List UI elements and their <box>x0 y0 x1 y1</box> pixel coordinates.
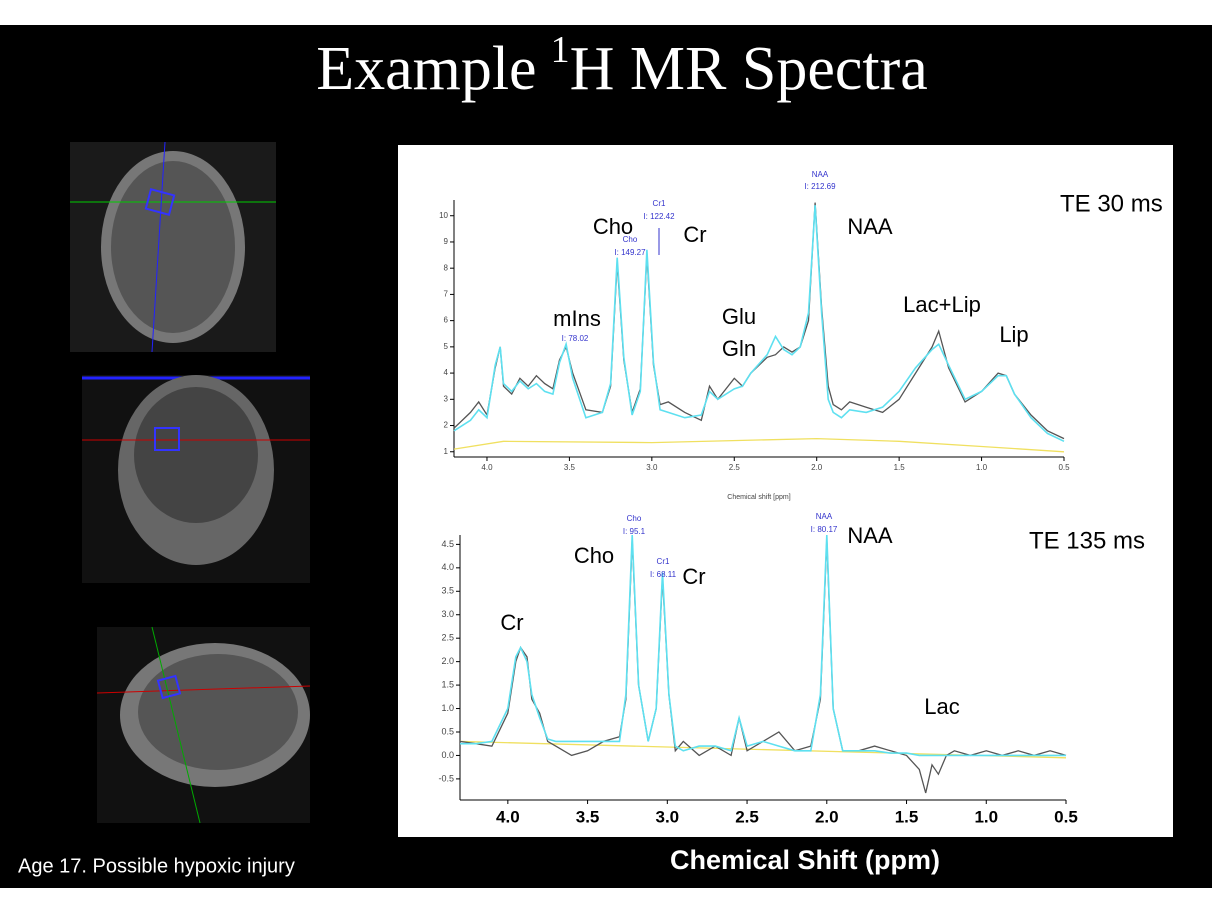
y-tick-label: 0.0 <box>441 750 454 760</box>
mri-axial <box>70 141 276 353</box>
peak-label: Cr1 <box>657 557 670 566</box>
peak-annotation: Cho <box>593 214 633 239</box>
peak-label: Cho <box>627 514 642 523</box>
y-tick-label: 1 <box>444 447 449 456</box>
peak-annotation: Lac+Lip <box>903 292 981 317</box>
peak-label: I: 149.27 <box>614 248 646 257</box>
x-axis-label: Chemical shift [ppm] <box>727 494 790 501</box>
peak-label: NAA <box>812 170 829 179</box>
peak-annotation: TE 30 ms <box>1060 190 1163 217</box>
peak-label: I: 78.02 <box>562 334 589 343</box>
peak-label: NAA <box>816 512 833 521</box>
peak-annotation: TE 135 ms <box>1029 527 1145 554</box>
x-tick-label: 1.0 <box>976 463 988 472</box>
x-tick-label: 2.5 <box>729 463 741 472</box>
y-tick-label: 4 <box>444 368 449 377</box>
y-tick-label: 2 <box>444 421 449 430</box>
x-tick-label: 0.5 <box>1058 463 1070 472</box>
peak-annotation: NAA <box>847 523 893 548</box>
mri-coronal <box>82 375 310 583</box>
y-tick-label: 2.5 <box>441 633 454 643</box>
x-tick-label: 3.5 <box>576 807 600 826</box>
y-tick-label: 3 <box>444 394 449 403</box>
x-tick-label: 3.5 <box>564 463 576 472</box>
spectrum-line <box>460 534 1066 757</box>
slide-title: Example 1H MR Spectra <box>316 29 928 104</box>
y-tick-label: 8 <box>444 263 449 272</box>
x-tick-label: 1.5 <box>894 463 906 472</box>
y-tick-label: 4.0 <box>441 562 454 572</box>
y-tick-label: 4.5 <box>441 539 454 549</box>
y-tick-label: 2.0 <box>441 656 454 666</box>
y-tick-label: 3.5 <box>441 586 454 596</box>
peak-annotation: Lac <box>924 694 959 719</box>
x-tick-label: 0.5 <box>1054 807 1078 826</box>
peak-label: I: 95.1 <box>623 527 646 536</box>
peak-label: I: 122.42 <box>643 212 675 221</box>
y-tick-label: 5 <box>444 342 449 351</box>
x-tick-label: 1.0 <box>974 807 998 826</box>
caption: Age 17. Possible hypoxic injury <box>18 855 295 877</box>
title-rest: H MR Spectra <box>570 35 928 103</box>
peak-label: I: 68.11 <box>650 570 677 579</box>
peak-annotation: Cr <box>682 564 705 589</box>
mri-sagittal <box>96 626 311 824</box>
y-tick-label: 9 <box>444 237 449 246</box>
y-tick-label: 0.5 <box>441 726 454 736</box>
spectrum-line <box>453 205 1065 443</box>
y-tick-label: -0.5 <box>438 773 454 783</box>
peak-annotation: Cr <box>683 222 706 247</box>
y-tick-label: 7 <box>444 290 449 299</box>
x-tick-label: 4.0 <box>481 463 493 472</box>
x-tick-label: 4.0 <box>496 807 520 826</box>
peak-annotation: Lip <box>999 322 1028 347</box>
x-axis-title: Chemical Shift (ppm) <box>670 845 940 875</box>
peak-annotation: mIns <box>553 306 601 331</box>
x-tick-label: 2.0 <box>815 807 839 826</box>
y-tick-label: 10 <box>439 211 448 220</box>
peak-annotation: Cr <box>500 610 523 635</box>
x-tick-label: 1.5 <box>895 807 919 826</box>
y-tick-label: 6 <box>444 316 449 325</box>
y-tick-label: 1.0 <box>441 703 454 713</box>
x-tick-label: 2.0 <box>811 463 823 472</box>
peak-annotation: NAA <box>847 214 893 239</box>
y-tick-label: 3.0 <box>441 609 454 619</box>
x-tick-label: 3.0 <box>655 807 679 826</box>
spectrum-line <box>453 437 1065 453</box>
peak-label: I: 80.17 <box>811 525 838 534</box>
x-tick-label: 2.5 <box>735 807 759 826</box>
peak-label: Cho <box>623 235 638 244</box>
y-tick-label: 1.5 <box>441 679 454 689</box>
spectra-panel <box>398 145 1173 837</box>
peak-annotation: Gln <box>722 336 756 361</box>
peak-annotation: Cho <box>574 543 614 568</box>
title-prefix: Example <box>316 35 536 103</box>
x-tick-label: 3.0 <box>646 463 658 472</box>
peak-label: I: 212.69 <box>804 182 836 191</box>
peak-label: Cr1 <box>653 199 666 208</box>
title-superscript: 1 <box>551 29 570 71</box>
peak-annotation: Glu <box>722 304 756 329</box>
